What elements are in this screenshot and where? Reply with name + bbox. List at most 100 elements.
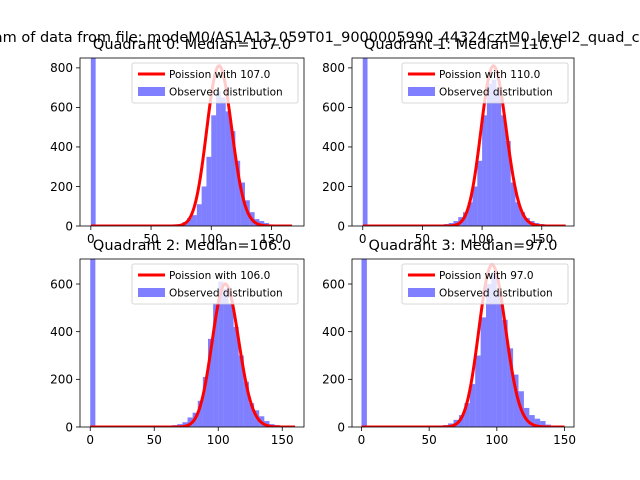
histogram-bar [208,338,214,427]
histogram-bar [182,422,188,427]
histogram-bar [220,97,226,226]
y-tick-label: 200 [322,373,345,387]
histogram-bar [540,421,546,427]
x-tick-label: 150 [260,232,283,246]
histogram-bar [240,182,245,226]
x-tick-label: 100 [200,232,223,246]
histogram-bar-zero [362,58,368,226]
histogram-bar [233,326,239,427]
histogram-bar [472,186,478,226]
histogram-bar [218,281,224,427]
histogram-bar [216,91,221,226]
histogram-bar [486,83,492,226]
y-tick-label: 0 [65,219,73,233]
histogram-bar [187,218,192,226]
legend: Poission with 106.0 Observed distribution [131,263,299,305]
histogram-bar [201,186,207,226]
histogram-bar [458,415,465,427]
legend-label-poisson: Poission with 106.0 [169,270,270,282]
legend: Poission with 107.0 Observed distribution [131,62,299,104]
y-tick-label: 200 [50,180,73,194]
histogram-bar [187,417,193,427]
legend-patch-swatch [408,87,435,96]
histogram-bar [469,384,476,427]
histogram-bar [510,182,516,226]
x-tick-label: 0 [358,433,366,447]
subplot-quadrant-2: 0 50 100 150 0 200 400 600 Quadrant 2: Median=10… [50,238,305,447]
histogram-bar [501,115,506,226]
y-tick-label: 200 [322,180,345,194]
histogram-bar-zero [361,259,367,427]
axes-frame [79,258,305,428]
legend-label-observed: Observed distribution [439,87,553,99]
legend-box [131,263,299,305]
histogram-bar-zero [90,58,96,226]
y-tick-label: 400 [322,325,345,339]
legend-label-poisson: Poission with 107.0 [169,69,270,81]
subplot-quadrant-3: 0 50 100 150 0 200 400 600 Quadrant 3: Median=97… [322,238,576,447]
histogram-bar [480,317,487,427]
x-tick-label: 100 [207,433,230,447]
y-tick-label: 0 [337,420,345,434]
histogram-bar [223,288,229,427]
y-tick-label: 800 [322,61,345,75]
y-tick-label: 600 [50,277,73,291]
histogram-bar [464,403,470,427]
histogram-bar [515,202,521,226]
plot-content [90,58,293,226]
histogram-bar [463,212,468,226]
legend: Poission with 110.0 Observed distribution [401,62,569,104]
figure-suptitle: Histogram of data from file: modeM0/AS1A… [0,30,640,46]
histogram-bar [491,272,497,427]
x-tick-label: 100 [471,232,494,246]
subplot-quadrant-0: 0 50 100 150 0 200 400 600 800 Quadrant 0: Median… [50,37,305,246]
histogram-bar [505,141,511,226]
axes-frame [351,258,575,428]
plot-content [90,259,296,427]
legend-box [401,263,569,305]
legend-label-observed: Observed distribution [169,87,283,99]
subplot-title: Quadrant 3: Median=97.0 [369,238,558,254]
y-tick-label: 200 [50,373,73,387]
x-tick-label: 0 [87,232,95,246]
histogram-bar [228,303,234,427]
legend-box [401,62,569,104]
histogram-bar [202,376,208,427]
x-tick-label: 150 [553,433,576,447]
histogram-bar [235,160,241,226]
histogram-bar [213,303,219,427]
x-tick-label: 150 [271,433,294,447]
legend-patch-swatch [138,288,165,297]
histogram-bar [467,202,473,226]
legend: Poission with 97.0 Observed distribution [401,263,569,305]
axes-frame [79,57,305,227]
x-tick-label: 100 [485,433,508,447]
subplot-title: Quadrant 2: Median=106.0 [93,238,291,254]
histogram-bar [230,131,236,226]
y-tick-label: 600 [322,277,345,291]
histogram-bar [529,415,535,427]
y-tick-label: 600 [50,101,73,115]
legend-label-poisson: Poission with 110.0 [439,69,540,81]
subplot-title: Quadrant 0: Median=107.0 [93,37,291,53]
subplot-grid: 0 50 100 150 0 200 400 600 800 Quadrant 0: Median… [50,37,576,447]
x-tick-label: 50 [415,232,430,246]
y-tick-label: 400 [50,140,73,154]
y-tick-label: 0 [65,420,73,434]
y-tick-label: 400 [50,325,73,339]
histogram-bar [496,89,502,226]
histogram-bar [238,355,244,427]
histogram-bar [520,212,526,226]
x-tick-label: 0 [86,433,94,447]
plot-content [361,259,565,427]
histogram-bar [482,115,487,226]
x-tick-label: 50 [147,433,162,447]
plot-content [362,58,566,226]
poisson-curve [361,263,565,427]
histogram-bar [502,319,508,427]
histogram-bar [491,79,497,226]
y-tick-label: 0 [337,219,345,233]
histogram-bar [259,221,265,226]
legend-label-observed: Observed distribution [439,288,553,300]
